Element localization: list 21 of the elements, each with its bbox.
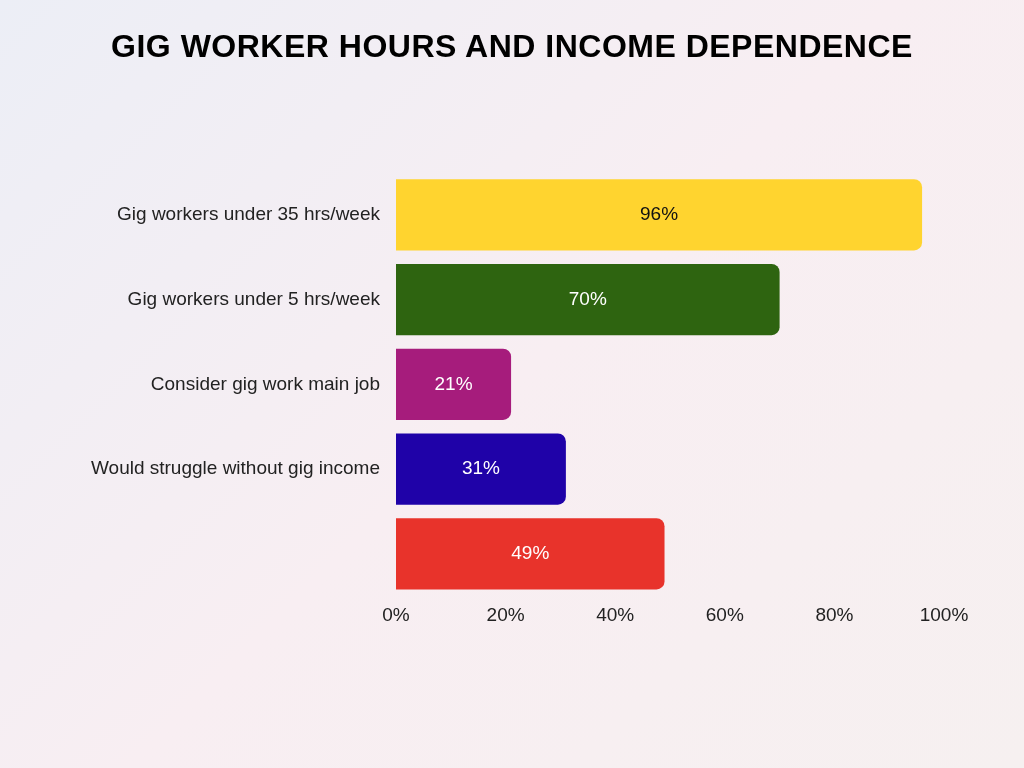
x-tick-label: 80% [815, 603, 854, 625]
bar [396, 348, 512, 420]
data-label: 31% [461, 457, 501, 479]
data-label: 96% [640, 203, 679, 225]
y-tick-label: Gig workers under 5 hrs/week [127, 287, 381, 309]
x-tick-label: 20% [486, 603, 525, 625]
data-label: 70% [568, 287, 607, 309]
data-label: 21% [434, 372, 473, 394]
x-tick-label: 100% [919, 603, 969, 625]
bar [396, 518, 665, 590]
x-tick-label: 60% [705, 603, 744, 625]
bar [396, 179, 923, 251]
y-tick-label: Consider gig work main job [150, 372, 380, 394]
bar [396, 433, 566, 505]
y-tick-label: Would struggle without gig income [90, 457, 380, 479]
x-tick-label: 0% [382, 603, 410, 625]
y-tick-label: Gig workers under 35 hrs/week [117, 203, 381, 225]
bar [396, 263, 780, 336]
chart-title: GIG WORKER HOURS AND INCOME DEPENDENCE [110, 28, 914, 65]
x-tick-label: 40% [596, 603, 635, 625]
data-label: 49% [511, 542, 550, 564]
